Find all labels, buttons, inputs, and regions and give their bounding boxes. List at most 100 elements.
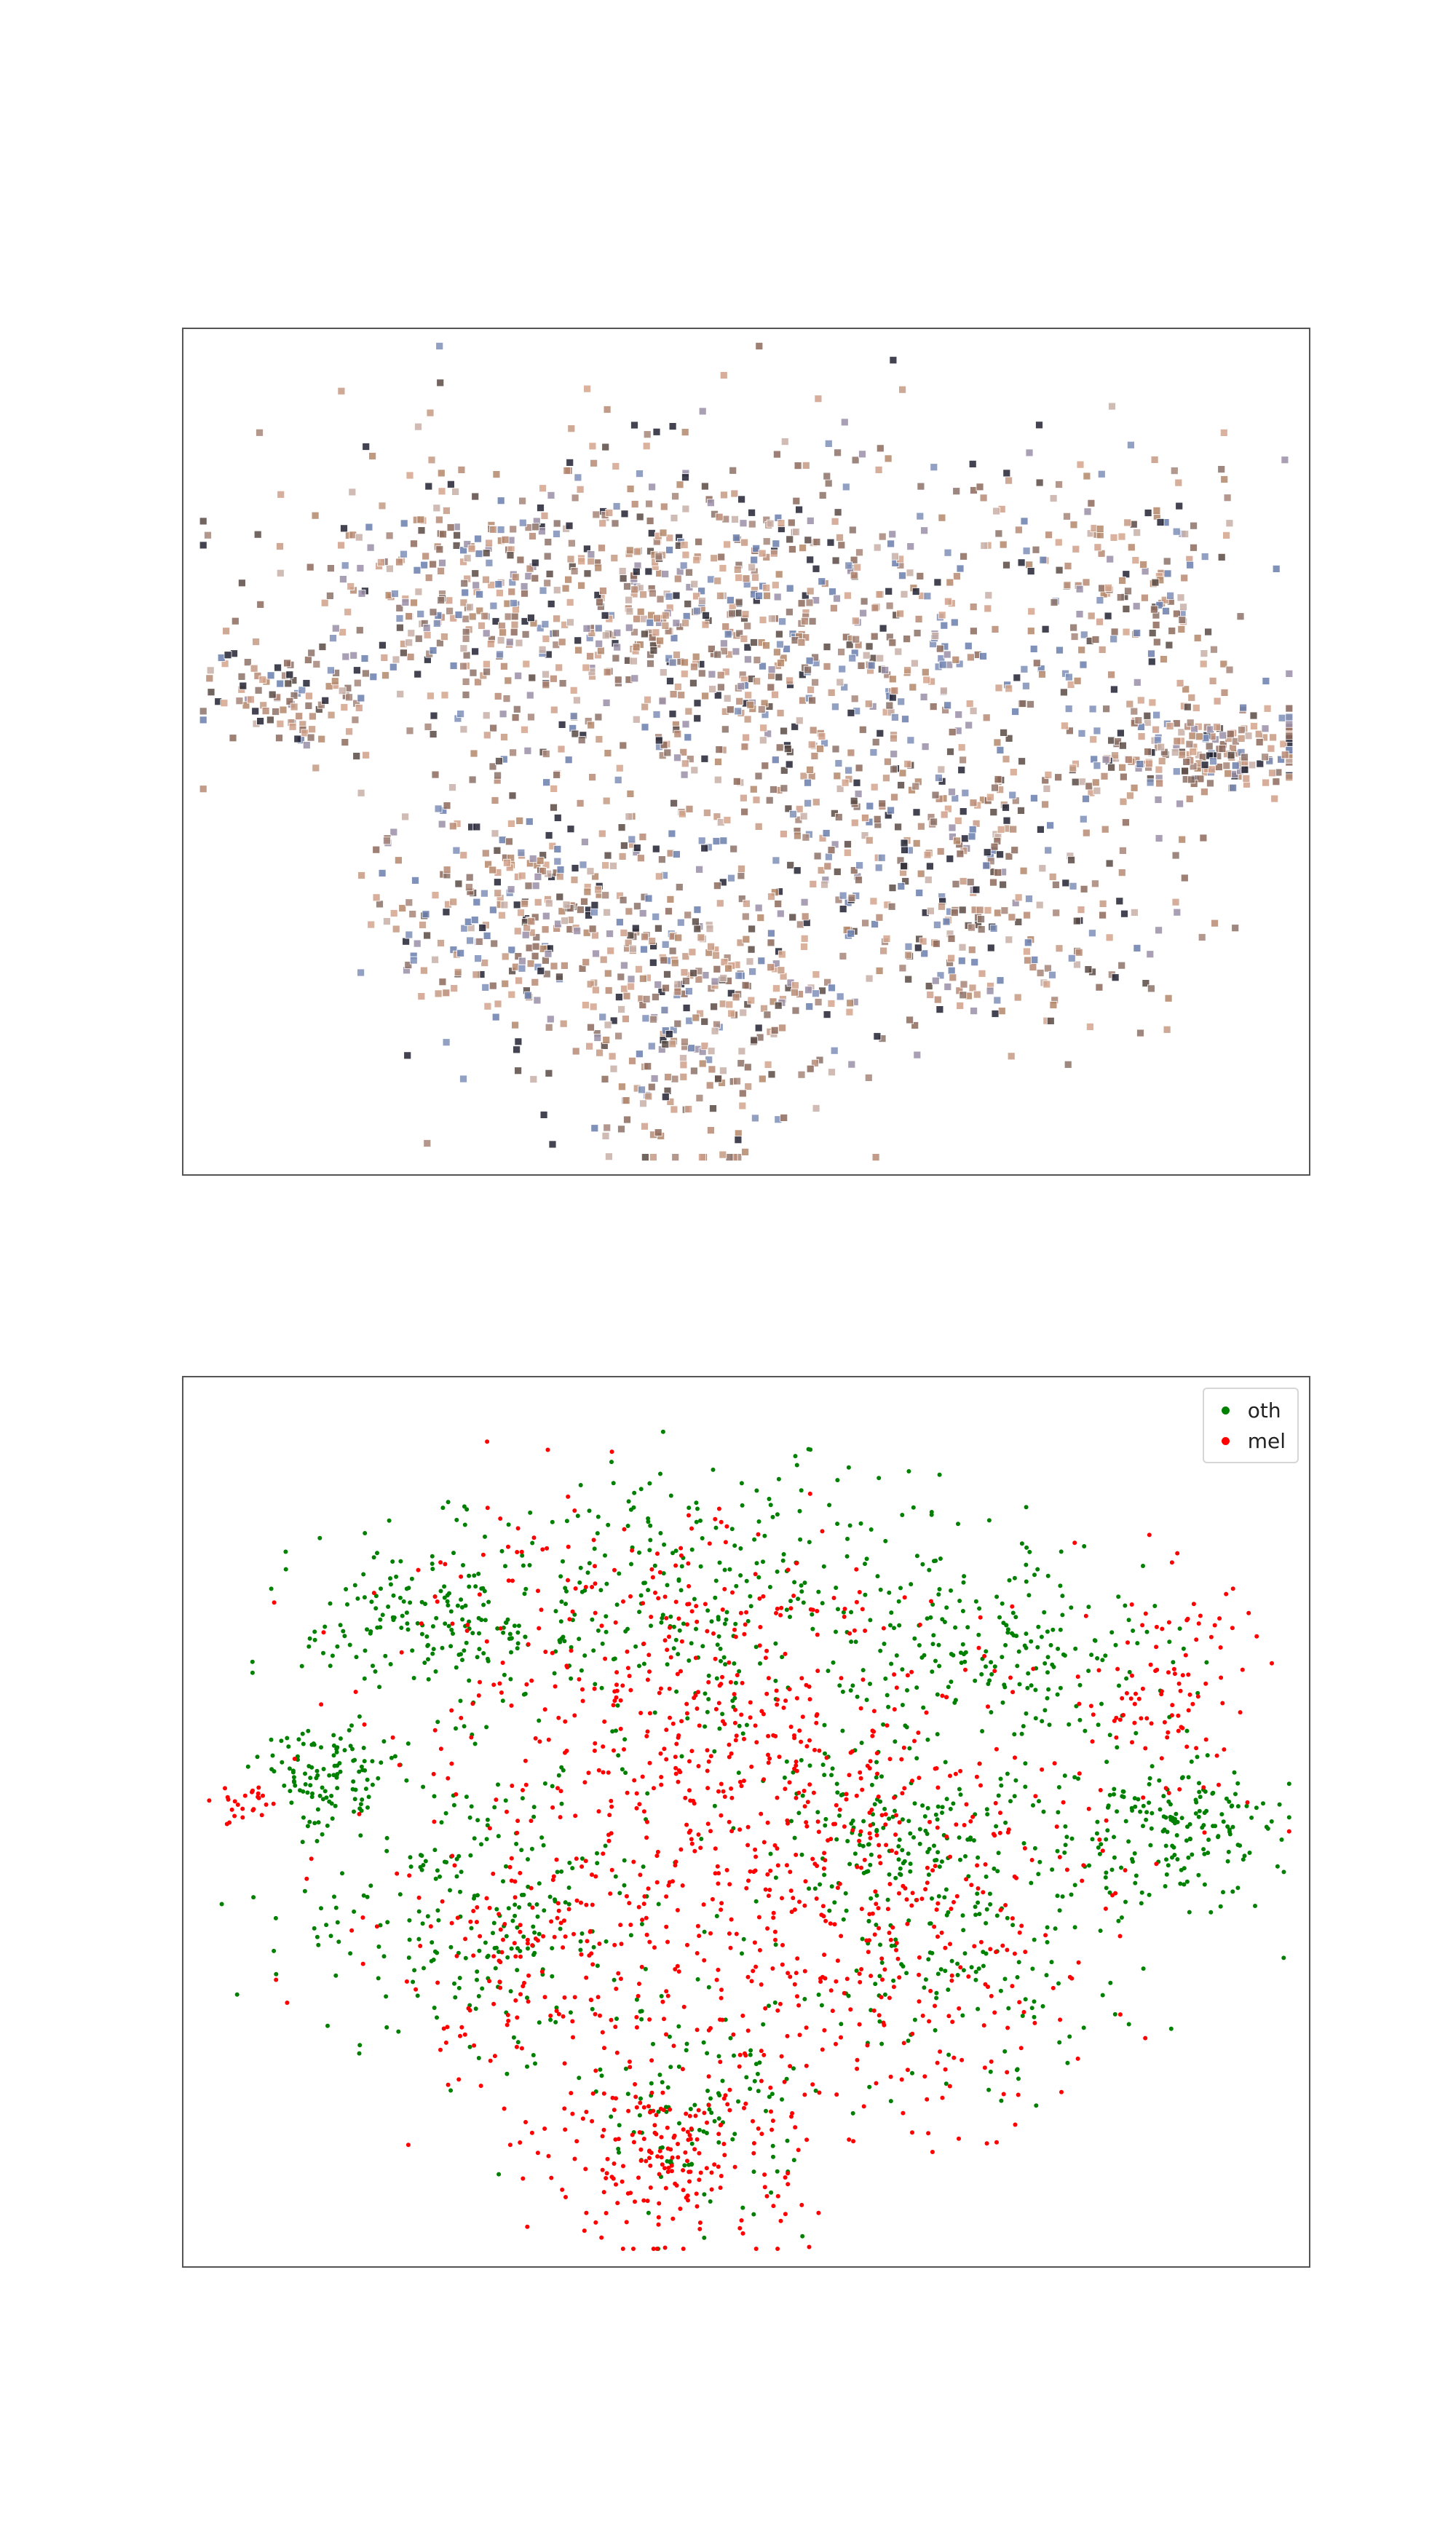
- thumbnail-point: [811, 678, 819, 687]
- thumbnail-point: [1285, 746, 1294, 754]
- point-mel: [1052, 1761, 1057, 1766]
- point-oth: [727, 1567, 732, 1572]
- point-mel: [765, 1872, 770, 1877]
- point-oth: [1037, 1859, 1042, 1864]
- point-oth: [869, 1527, 874, 1532]
- thumbnail-point: [853, 563, 862, 571]
- thumbnail-point: [276, 679, 285, 688]
- thumbnail-point: [1061, 879, 1070, 887]
- point-oth: [312, 1637, 317, 1642]
- point-oth: [439, 1820, 444, 1825]
- thumbnail-point: [896, 609, 904, 618]
- thumbnail-point: [827, 1000, 836, 1008]
- point-mel: [612, 1942, 617, 1947]
- thumbnail-point: [959, 807, 968, 815]
- thumbnail-point: [1084, 965, 1093, 973]
- point-mel: [788, 1606, 794, 1611]
- point-oth: [1007, 1578, 1012, 1583]
- point-oth: [458, 1889, 462, 1894]
- thumbnail-point: [831, 745, 840, 753]
- point-oth: [1113, 1642, 1118, 1647]
- thumbnail-point: [852, 778, 861, 787]
- point-oth: [695, 1977, 700, 1982]
- point-oth: [563, 1602, 568, 1607]
- point-oth: [564, 1519, 569, 1524]
- point-oth: [376, 1976, 381, 1981]
- point-oth: [355, 1596, 360, 1601]
- thumbnail-point: [506, 551, 515, 560]
- point-oth: [1232, 1770, 1237, 1775]
- thumbnail-point: [1148, 698, 1157, 707]
- point-oth: [987, 1678, 992, 1683]
- point-oth: [1095, 1819, 1100, 1824]
- thumbnail-point: [860, 831, 869, 839]
- thumbnail-point: [727, 1009, 735, 1018]
- point-oth: [676, 2064, 681, 2069]
- thumbnail-point: [641, 1153, 649, 1161]
- thumbnail-point: [419, 966, 428, 975]
- thumbnail-point: [878, 799, 887, 808]
- point-oth: [1227, 1827, 1232, 1832]
- point-mel: [678, 1847, 684, 1852]
- point-mel: [729, 1829, 735, 1834]
- point-oth: [874, 1760, 879, 1765]
- point-oth: [694, 1519, 699, 1524]
- thumbnail-point: [744, 655, 752, 664]
- thumbnail-point: [1093, 761, 1101, 770]
- thumbnail-point: [1107, 670, 1115, 679]
- thumbnail-point: [1200, 788, 1208, 796]
- thumbnail-point: [542, 681, 550, 689]
- point-oth: [1147, 1892, 1152, 1897]
- point-oth: [682, 2163, 687, 2168]
- thumbnail-point: [1144, 509, 1152, 517]
- thumbnail-point: [767, 1070, 776, 1079]
- thumbnail-point: [545, 1069, 553, 1077]
- thumbnail-point: [917, 869, 925, 878]
- point-oth: [1067, 2034, 1072, 2039]
- point-mel: [792, 1766, 797, 1771]
- thumbnail-point: [1072, 545, 1080, 553]
- thumbnail-point: [731, 515, 739, 523]
- thumbnail-point: [382, 836, 391, 845]
- point-oth: [868, 1862, 873, 1867]
- thumbnail-point: [813, 852, 822, 860]
- thumbnail-point: [700, 1042, 709, 1051]
- thumbnail-point: [601, 1132, 610, 1140]
- point-mel: [775, 1702, 780, 1707]
- thumbnail-point: [859, 609, 867, 617]
- point-oth: [423, 1859, 428, 1864]
- thumbnail-point: [544, 949, 553, 958]
- point-mel: [766, 1676, 771, 1681]
- point-mel: [676, 1616, 681, 1621]
- thumbnail-point: [561, 917, 569, 925]
- thumbnail-point: [940, 810, 949, 819]
- point-oth: [550, 1519, 555, 1524]
- point-mel: [963, 1667, 968, 1672]
- point-mel: [1054, 1824, 1059, 1829]
- thumbnail-point: [253, 530, 262, 539]
- thumbnail-point: [525, 818, 534, 826]
- thumbnail-point: [588, 925, 597, 933]
- point-mel: [498, 1516, 503, 1521]
- point-oth: [368, 1631, 373, 1636]
- thumbnail-point: [806, 555, 815, 564]
- thumbnail-point: [754, 823, 763, 831]
- thumbnail-point: [325, 591, 334, 600]
- point-oth: [1120, 1794, 1125, 1799]
- thumbnail-point: [1176, 593, 1185, 602]
- thumbnail-point: [966, 878, 975, 886]
- point-oth: [1103, 1875, 1108, 1880]
- thumbnail-point: [628, 835, 636, 844]
- point-oth: [713, 1578, 719, 1583]
- point-oth: [293, 1783, 298, 1788]
- point-oth: [1056, 1810, 1061, 1815]
- point-oth: [1188, 1837, 1192, 1842]
- thumbnail-point: [1134, 716, 1143, 724]
- thumbnail-point: [759, 736, 767, 745]
- class-scatter-canvas: [207, 1428, 1291, 2251]
- thumbnail-point: [605, 508, 614, 517]
- point-oth: [352, 1809, 356, 1814]
- point-oth: [622, 1883, 627, 1888]
- point-mel: [644, 1835, 649, 1840]
- point-mel: [976, 1645, 981, 1650]
